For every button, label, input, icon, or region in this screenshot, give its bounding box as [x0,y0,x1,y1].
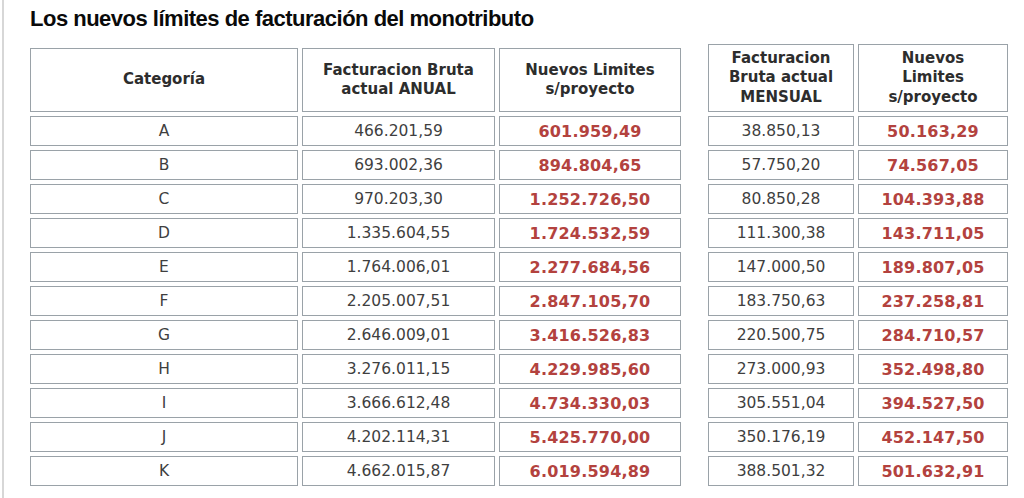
table-row: 388.501,32501.632,91 [708,456,1008,486]
table-row: 57.750,2074.567,05 [708,150,1008,180]
monthly-new-limit-cell: 50.163,29 [858,116,1008,146]
monthly-current-cell: 350.176,19 [708,422,854,452]
annual-new-limit-cell: 2.847.105,70 [499,286,681,316]
tables-container: Categoría Facturacion Bruta actual ANUAL… [26,44,1012,490]
monthly-new-limit-cell: 452.147,50 [858,422,1008,452]
annual-new-limit-cell: 894.804,65 [499,150,681,180]
header-row: Facturacion Bruta actual MENSUAL Nuevos … [708,44,1008,112]
table-row: G2.646.009,013.416.526,83 [30,320,681,350]
category-cell: B [30,150,298,180]
monthly-new-limit-cell: 143.711,05 [858,218,1008,248]
monthly-table-body: 38.850,1350.163,2957.750,2074.567,0580.8… [708,116,1008,486]
monthly-current-cell: 80.850,28 [708,184,854,214]
annual-current-cell: 2.646.009,01 [302,320,495,350]
monthly-current-cell: 147.000,50 [708,252,854,282]
monthly-new-limit-cell: 501.632,91 [858,456,1008,486]
page-title: Los nuevos límites de facturación del mo… [30,6,534,32]
annual-current-cell: 693.002,36 [302,150,495,180]
annual-new-limit-cell: 2.277.684,56 [499,252,681,282]
monthly-new-limit-cell: 284.710,57 [858,320,1008,350]
header-categoria: Categoría [30,48,298,112]
monthly-new-limit-cell: 394.527,50 [858,388,1008,418]
annual-table-header: Categoría Facturacion Bruta actual ANUAL… [30,48,681,112]
category-cell: H [30,354,298,384]
table-row: 38.850,1350.163,29 [708,116,1008,146]
monthly-current-cell: 38.850,13 [708,116,854,146]
annual-new-limit-cell: 601.959,49 [499,116,681,146]
table-row: E1.764.006,012.277.684,56 [30,252,681,282]
table-row: D1.335.604,551.724.532,59 [30,218,681,248]
table-row: 147.000,50189.807,05 [708,252,1008,282]
table-row: 220.500,75284.710,57 [708,320,1008,350]
monthly-new-limit-cell: 74.567,05 [858,150,1008,180]
annual-current-cell: 4.662.015,87 [302,456,495,486]
table-row: C970.203,301.252.726,50 [30,184,681,214]
monthly-current-cell: 183.750,63 [708,286,854,316]
table-row: A466.201,59601.959,49 [30,116,681,146]
annual-billing-table: Categoría Facturacion Bruta actual ANUAL… [26,44,685,490]
header-monthly-new-limit: Nuevos Limites s/proyecto [858,44,1008,112]
monthly-new-limit-cell: 104.393,88 [858,184,1008,214]
table-row: J4.202.114,315.425.770,00 [30,422,681,452]
category-cell: I [30,388,298,418]
table-row: 183.750,63237.258,81 [708,286,1008,316]
table-row: K4.662.015,876.019.594,89 [30,456,681,486]
table-row: 273.000,93352.498,80 [708,354,1008,384]
monthly-current-cell: 111.300,38 [708,218,854,248]
annual-new-limit-cell: 1.724.532,59 [499,218,681,248]
annual-current-cell: 1.335.604,55 [302,218,495,248]
table-row: B693.002,36894.804,65 [30,150,681,180]
annual-current-cell: 1.764.006,01 [302,252,495,282]
monthly-current-cell: 273.000,93 [708,354,854,384]
header-monthly-current: Facturacion Bruta actual MENSUAL [708,44,854,112]
annual-current-cell: 3.666.612,48 [302,388,495,418]
annual-current-cell: 466.201,59 [302,116,495,146]
category-cell: D [30,218,298,248]
table-row: 305.551,04394.527,50 [708,388,1008,418]
category-cell: C [30,184,298,214]
annual-new-limit-cell: 4.734.330,03 [499,388,681,418]
monthly-current-cell: 305.551,04 [708,388,854,418]
annual-new-limit-cell: 5.425.770,00 [499,422,681,452]
category-cell: F [30,286,298,316]
category-cell: K [30,456,298,486]
annual-table-body: A466.201,59601.959,49 B693.002,36894.804,… [30,116,681,486]
monthly-new-limit-cell: 237.258,81 [858,286,1008,316]
monthly-billing-table: Facturacion Bruta actual MENSUAL Nuevos … [704,40,1012,490]
category-cell: A [30,116,298,146]
annual-current-cell: 3.276.011,15 [302,354,495,384]
header-annual-current: Facturacion Bruta actual ANUAL [302,48,495,112]
annual-new-limit-cell: 3.416.526,83 [499,320,681,350]
annual-new-limit-cell: 6.019.594,89 [499,456,681,486]
table-row: 350.176,19452.147,50 [708,422,1008,452]
page-edge-line [2,0,4,498]
monthly-current-cell: 57.750,20 [708,150,854,180]
category-cell: E [30,252,298,282]
annual-current-cell: 4.202.114,31 [302,422,495,452]
monthly-current-cell: 220.500,75 [708,320,854,350]
category-cell: J [30,422,298,452]
category-cell: G [30,320,298,350]
monthly-new-limit-cell: 189.807,05 [858,252,1008,282]
table-row: 111.300,38143.711,05 [708,218,1008,248]
annual-new-limit-cell: 4.229.985,60 [499,354,681,384]
annual-current-cell: 2.205.007,51 [302,286,495,316]
annual-current-cell: 970.203,30 [302,184,495,214]
monthly-table-header: Facturacion Bruta actual MENSUAL Nuevos … [708,44,1008,112]
header-row: Categoría Facturacion Bruta actual ANUAL… [30,48,681,112]
table-row: I3.666.612,484.734.330,03 [30,388,681,418]
table-row: 80.850,28104.393,88 [708,184,1008,214]
table-row: H3.276.011,154.229.985,60 [30,354,681,384]
table-row: F2.205.007,512.847.105,70 [30,286,681,316]
header-annual-new-limit: Nuevos Limites s/proyecto [499,48,681,112]
monthly-new-limit-cell: 352.498,80 [858,354,1008,384]
annual-new-limit-cell: 1.252.726,50 [499,184,681,214]
monthly-current-cell: 388.501,32 [708,456,854,486]
